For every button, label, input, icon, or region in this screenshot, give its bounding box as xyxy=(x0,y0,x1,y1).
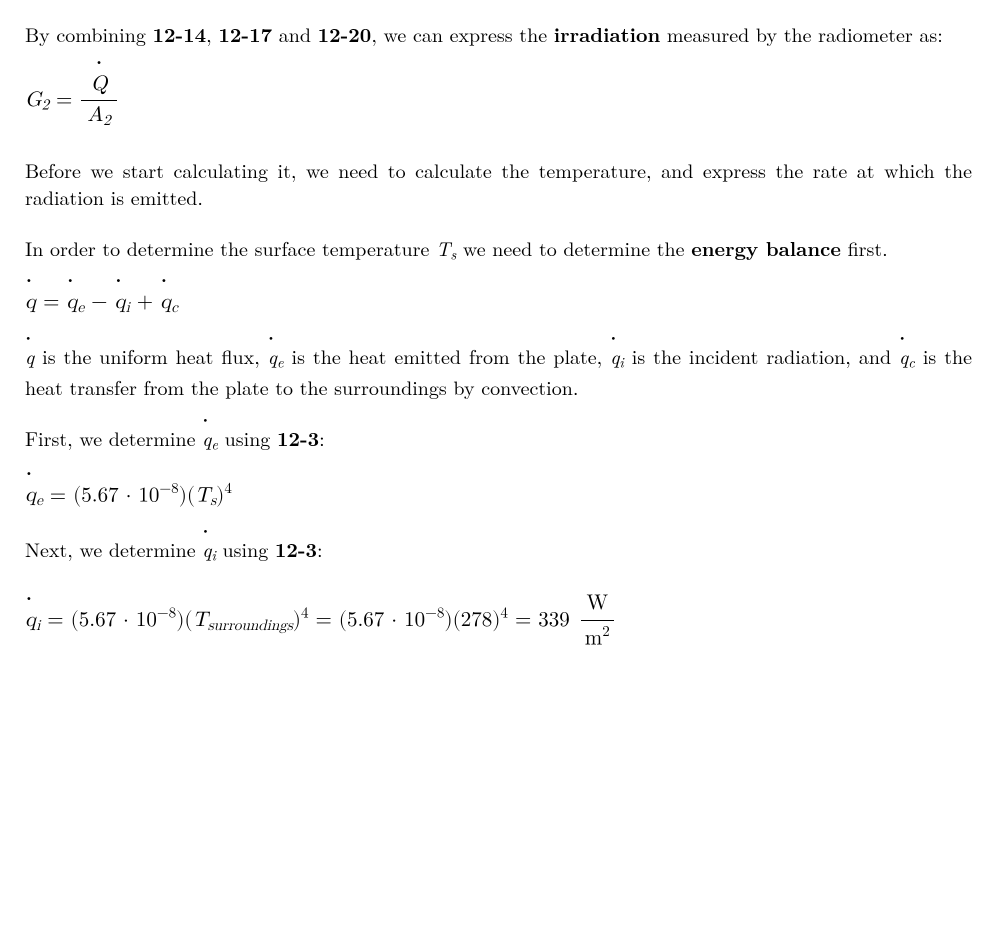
text: measured by the radiometer as: xyxy=(660,19,943,48)
text: = (5.67 · 10 xyxy=(309,610,426,631)
text: using xyxy=(216,534,275,563)
var-g: G xyxy=(25,90,42,111)
var-qdot: q xyxy=(25,289,36,317)
subscript: surroundings xyxy=(208,618,293,633)
minus: − xyxy=(84,292,114,313)
exponent: 4 xyxy=(500,606,508,621)
var-qc: q xyxy=(160,289,171,317)
unit-denominator: m2 xyxy=(581,620,614,654)
paragraph-determine-qe: First, we determine qe using 12-3: xyxy=(25,424,972,455)
subscript: 2 xyxy=(42,98,50,113)
text: By combining xyxy=(25,19,153,48)
subscript: e xyxy=(277,352,284,372)
var-qe: q xyxy=(268,342,277,369)
exponent: −8 xyxy=(157,606,176,621)
var-qi: q xyxy=(25,607,36,635)
text: is the heat emitted from the plate, xyxy=(284,341,611,370)
text: First, we determine xyxy=(25,423,202,452)
exponent: 4 xyxy=(301,606,309,621)
paragraph-determine-qi: Next, we determine qi using 12-3: xyxy=(25,535,972,566)
text: using xyxy=(218,423,277,452)
text: )( xyxy=(179,485,195,506)
equation-qi: qi = (5.67 · 10−8)(Tsurroundings)4 = (5.… xyxy=(25,590,972,653)
text: )( xyxy=(176,610,192,631)
ref-12-14: 12-14 xyxy=(153,19,207,48)
subscript: 2 xyxy=(103,113,111,128)
text: is the uniform heat flux, xyxy=(34,341,268,370)
text: , xyxy=(206,19,218,48)
term-irradiation: irradiation xyxy=(554,19,660,48)
term-energy-balance: energy balance xyxy=(691,233,841,262)
paragraph-surface-temp: In order to determine the surface temper… xyxy=(25,234,972,265)
exponent: 2 xyxy=(602,624,610,639)
plus: + xyxy=(130,292,160,313)
var-ts: T xyxy=(195,485,210,506)
equals: = xyxy=(49,90,79,111)
exponent: −8 xyxy=(159,481,178,496)
unit-m: m xyxy=(585,628,603,649)
text: = 339 xyxy=(508,610,577,631)
var-qdot: Q xyxy=(91,71,107,99)
var-q: q xyxy=(25,342,34,369)
text: : xyxy=(319,423,325,452)
paragraph-before-calc: Before we start calculating it, we need … xyxy=(25,156,972,210)
equation-qe: qe = (5.67 · 10−8)(Ts)4 xyxy=(25,479,972,511)
exponent: −8 xyxy=(425,606,444,621)
var-qc: q xyxy=(899,342,908,369)
var-qi: q xyxy=(202,535,211,562)
text: Next, we determine xyxy=(25,534,202,563)
text: and xyxy=(272,19,318,48)
var-qe: q xyxy=(202,424,211,451)
subscript: c xyxy=(908,352,915,372)
equation-g2: G2 = QA2 xyxy=(25,71,972,132)
text: , we can express the xyxy=(371,19,553,48)
text: ) xyxy=(293,610,301,631)
text: = (5.67 · 10 xyxy=(43,485,160,506)
var-qi: q xyxy=(610,342,619,369)
fraction: QA2 xyxy=(81,71,116,132)
ref-12-3: 12-3 xyxy=(275,534,317,563)
text: : xyxy=(317,534,323,563)
subscript: c xyxy=(171,299,178,314)
ref-12-17: 12-17 xyxy=(218,19,272,48)
equation-energy-balance: q = qe − qi + qc xyxy=(25,289,972,318)
var-qi: q xyxy=(115,289,126,317)
text: first. xyxy=(841,233,888,262)
ref-12-3: 12-3 xyxy=(277,423,319,452)
paragraph-intro: By combining 12-14, 12-17 and 12-20, we … xyxy=(25,20,972,47)
var-t: T xyxy=(193,610,208,631)
unit-numerator: W xyxy=(581,590,614,619)
denominator: A2 xyxy=(81,100,116,131)
numerator: Q xyxy=(81,71,116,100)
var-t: T xyxy=(436,233,450,262)
var-qe: q xyxy=(25,482,36,510)
text: we need to determine the xyxy=(456,233,691,262)
subscript: e xyxy=(36,493,43,508)
text: = (5.67 · 10 xyxy=(40,610,157,631)
ref-12-20: 12-20 xyxy=(318,19,372,48)
exponent: 4 xyxy=(224,481,232,496)
subscript: e xyxy=(211,434,218,454)
unit-fraction: Wm2 xyxy=(581,590,614,653)
text: In order to determine the surface temper… xyxy=(25,233,436,262)
text: is the incident radiation, and xyxy=(624,341,899,370)
equals: = xyxy=(36,292,66,313)
var-qe: q xyxy=(66,289,77,317)
text: )(278) xyxy=(444,610,500,631)
var-a: A xyxy=(87,105,103,126)
paragraph-var-definitions: q is the uniform heat flux, qe is the he… xyxy=(25,342,972,400)
